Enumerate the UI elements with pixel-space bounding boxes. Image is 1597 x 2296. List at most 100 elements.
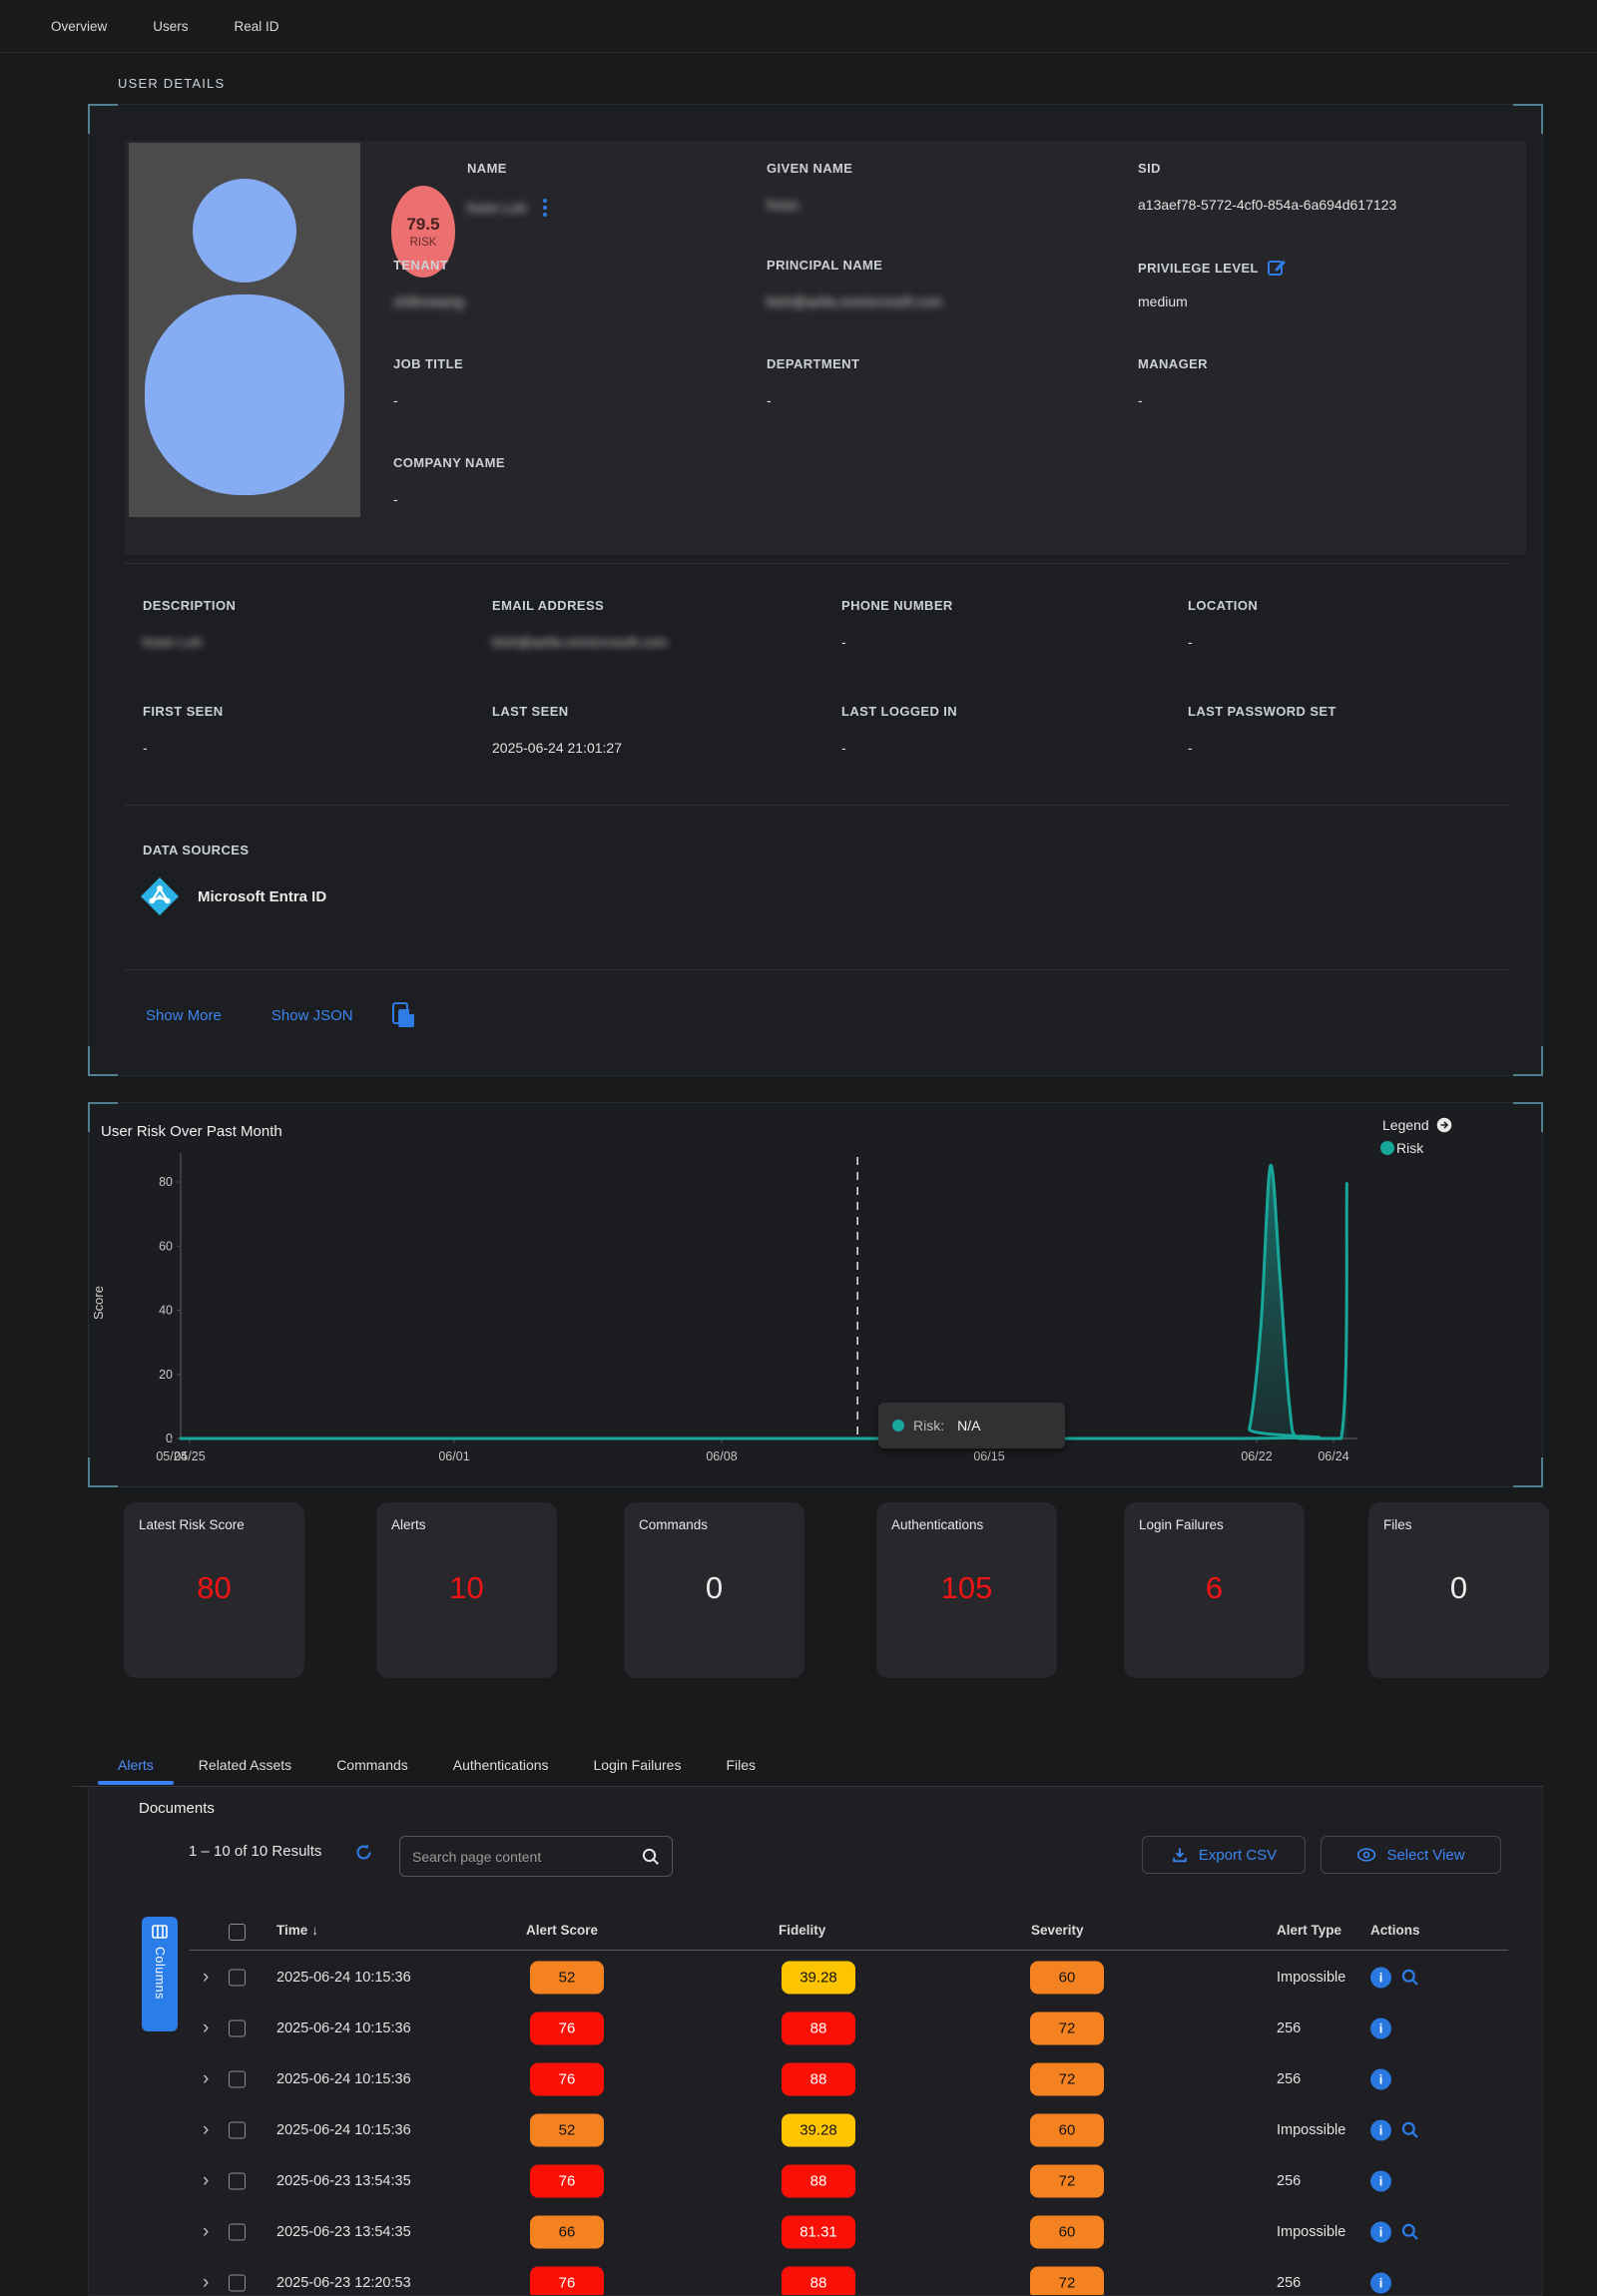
field-given-name: GIVEN NAME Keen <box>767 161 853 213</box>
severity-badge: 72 <box>1030 2062 1104 2095</box>
row-checkbox[interactable] <box>229 1969 246 1986</box>
table-row: › 2025-06-23 12:20:53 76 88 72 256 i <box>89 2257 1542 2295</box>
tab-alerts[interactable]: Alerts <box>98 1757 174 1785</box>
risk-score-label: RISK <box>409 237 437 249</box>
table-row: › 2025-06-24 10:15:36 76 88 72 256 i <box>89 2053 1542 2104</box>
kebab-menu-icon[interactable] <box>541 197 549 219</box>
cell-alert-type: 256 <box>1277 2070 1302 2087</box>
tab-related-assets[interactable]: Related Assets <box>198 1757 292 1773</box>
row-expand-chevron[interactable]: › <box>203 2016 210 2038</box>
svg-text:06/01: 06/01 <box>438 1449 469 1463</box>
top-nav: Overview Users Real ID <box>0 0 1597 53</box>
row-checkbox[interactable] <box>229 2223 246 2240</box>
field-value: Keen <box>767 197 799 213</box>
documents-title: Documents <box>139 1800 215 1817</box>
info-icon[interactable]: i <box>1370 2119 1391 2140</box>
cell-time: 2025-06-24 10:15:36 <box>276 1969 411 1986</box>
field-value-text: - <box>393 392 398 408</box>
field-value: - <box>143 740 148 756</box>
field-phone-number: PHONE NUMBER - <box>841 598 953 650</box>
field-value: Keen Loh <box>467 197 549 219</box>
legend-header[interactable]: Legend <box>1382 1117 1452 1133</box>
select-all-checkbox[interactable] <box>229 1924 246 1941</box>
field-value-text: - <box>767 392 772 408</box>
kebab-dot <box>542 213 547 217</box>
field-description: DESCRIPTION Keen Loh <box>143 598 236 650</box>
table-header-divider <box>190 1950 1508 1951</box>
edit-privilege-icon[interactable] <box>1267 258 1287 278</box>
row-checkbox[interactable] <box>229 2172 246 2189</box>
risk-score-badge: 79.5 RISK <box>391 186 455 278</box>
column-header-time[interactable]: Time ↓ <box>276 1923 319 1938</box>
search-input[interactable] <box>400 1848 641 1865</box>
field-label: MANAGER <box>1138 356 1208 371</box>
row-expand-chevron[interactable]: › <box>203 2169 210 2191</box>
field-email-address: EMAIL ADDRESS kloh@aella.onmicrosoft.com <box>492 598 668 650</box>
field-label: LAST PASSWORD SET <box>1188 704 1336 719</box>
info-icon[interactable]: i <box>1370 1967 1391 1988</box>
search-action-icon[interactable] <box>1400 1968 1420 1988</box>
tooltip-value: N/A <box>957 1418 981 1434</box>
field-value: - <box>393 392 398 408</box>
field-value-text: - <box>393 491 398 507</box>
severity-badge: 72 <box>1030 2164 1104 2197</box>
row-checkbox[interactable] <box>229 2070 246 2087</box>
nav-tab-users[interactable]: Users <box>153 18 189 34</box>
tab-authentications[interactable]: Authentications <box>452 1757 549 1773</box>
select-view-button[interactable]: Select View <box>1321 1836 1501 1874</box>
tab-commands[interactable]: Commands <box>336 1757 408 1773</box>
search-action-icon[interactable] <box>1400 2222 1420 2242</box>
field-department: DEPARTMENT - <box>767 356 860 408</box>
field-label: GIVEN NAME <box>767 161 853 176</box>
row-expand-chevron[interactable]: › <box>203 2067 210 2089</box>
nav-tab-real-id[interactable]: Real ID <box>234 18 279 34</box>
refresh-icon <box>356 1844 371 1860</box>
info-icon[interactable]: i <box>1370 2017 1391 2038</box>
field-value-text: - <box>1138 392 1143 408</box>
alert-score-badge: 76 <box>530 2164 604 2197</box>
svg-text:05/24: 05/24 <box>156 1449 187 1463</box>
row-expand-chevron[interactable]: › <box>203 2271 210 2293</box>
info-icon[interactable]: i <box>1370 2068 1391 2089</box>
legend-expand-icon[interactable] <box>1436 1117 1452 1133</box>
field-label: LAST SEEN <box>492 704 569 719</box>
corner-bracket <box>1513 1102 1543 1132</box>
row-checkbox[interactable] <box>229 2121 246 2138</box>
columns-button[interactable]: Columns <box>142 1917 178 2031</box>
row-checkbox[interactable] <box>229 2019 246 2036</box>
stat-value: 80 <box>197 1570 232 1605</box>
divider <box>125 563 1510 564</box>
row-expand-chevron[interactable]: › <box>203 1966 210 1988</box>
search-action-icon[interactable] <box>1400 2120 1420 2140</box>
field-value-text: Keen Loh <box>467 200 527 216</box>
export-csv-button[interactable]: Export CSV <box>1142 1836 1306 1874</box>
copy-json-icon[interactable] <box>391 1001 417 1029</box>
info-icon[interactable]: i <box>1370 2221 1391 2242</box>
stat-card-latest-risk-score: Latest Risk Score 80 <box>124 1502 304 1678</box>
show-more-link[interactable]: Show More <box>146 1006 222 1024</box>
field-label: DEPARTMENT <box>767 356 860 371</box>
show-json-link[interactable]: Show JSON <box>270 1006 353 1024</box>
row-expand-chevron[interactable]: › <box>203 2118 210 2140</box>
refresh-button[interactable] <box>354 1843 373 1862</box>
cell-time: 2025-06-23 13:54:35 <box>276 2172 411 2189</box>
stat-card-commands: Commands 0 <box>624 1502 804 1678</box>
nav-tab-overview[interactable]: Overview <box>51 18 108 34</box>
table-row: › 2025-06-23 13:54:35 76 88 72 256 i <box>89 2155 1542 2206</box>
legend-item-risk[interactable]: Risk <box>1380 1140 1423 1156</box>
field-value-text: - <box>841 740 846 756</box>
field-value: - <box>767 392 772 408</box>
row-expand-chevron[interactable]: › <box>203 2220 210 2242</box>
row-checkbox[interactable] <box>229 2274 246 2291</box>
tab-files[interactable]: Files <box>726 1757 757 1773</box>
severity-badge: 72 <box>1030 2011 1104 2044</box>
svg-text:06/24: 06/24 <box>1318 1449 1348 1463</box>
info-icon[interactable]: i <box>1370 2272 1391 2293</box>
info-icon[interactable]: i <box>1370 2170 1391 2191</box>
tab-login-failures[interactable]: Login Failures <box>593 1757 682 1773</box>
alert-score-badge: 52 <box>530 1961 604 1994</box>
search-icon[interactable] <box>641 1847 661 1867</box>
field-last-logged-in: LAST LOGGED IN - <box>841 704 957 756</box>
field-value: Keen Loh <box>143 634 203 650</box>
stat-value: 0 <box>705 1570 724 1605</box>
